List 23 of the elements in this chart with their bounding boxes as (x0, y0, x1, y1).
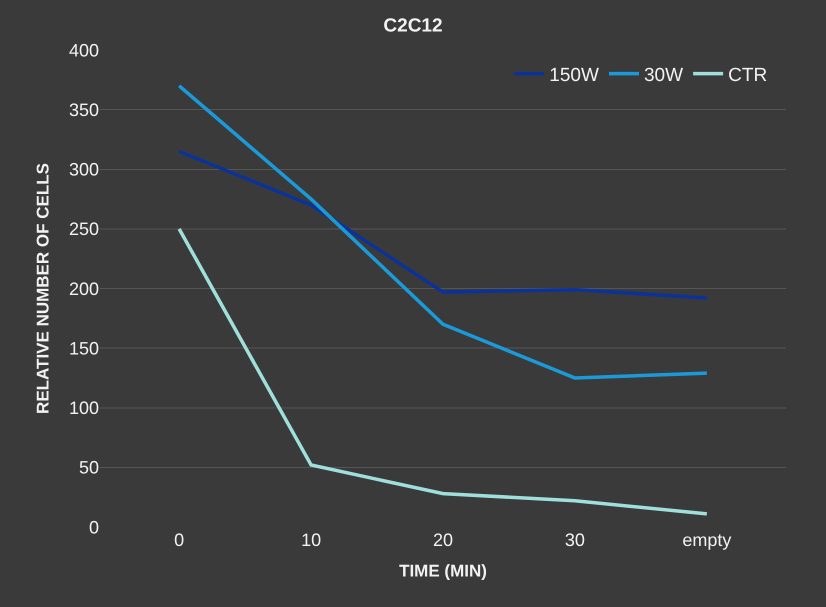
y-axis-title: RELATIVE NUMBER OF CELLS (34, 163, 53, 414)
line-series (177, 227, 709, 516)
line-series (177, 150, 709, 300)
line-series (177, 84, 709, 380)
legend-label: 150W (549, 65, 599, 86)
x-axis-title: TIME (MIN) (399, 561, 487, 580)
y-tick-label: 50 (78, 458, 99, 478)
y-tick-label: 300 (68, 160, 99, 180)
y-tick-label: 150 (68, 338, 99, 358)
x-tick-label: 20 (432, 530, 454, 550)
legend-label: CTR (728, 65, 768, 86)
y-tick-label: 200 (68, 278, 99, 299)
x-tick-label: 0 (174, 530, 184, 550)
y-tick-label: 100 (68, 398, 99, 418)
x-tick-label: empty (682, 530, 732, 550)
y-tick-label: 250 (68, 219, 99, 240)
legend-label: 30W (644, 65, 684, 86)
y-tick-label: 350 (68, 100, 99, 120)
y-tick-label: 0 (88, 517, 99, 538)
x-tick-label: 30 (564, 530, 585, 550)
x-tick-label: 10 (301, 530, 322, 550)
y-tick-label: 400 (68, 40, 99, 60)
chart-title: C2C12 (383, 16, 443, 37)
